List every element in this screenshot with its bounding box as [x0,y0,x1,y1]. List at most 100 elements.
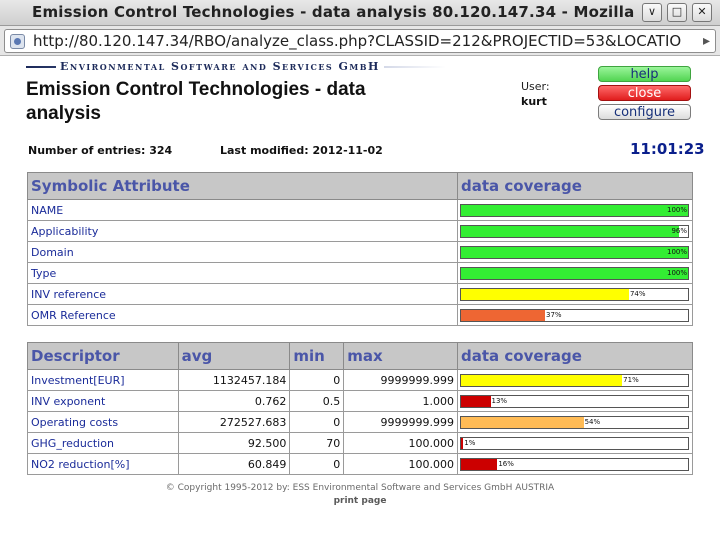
coverage-percent: 16% [498,459,514,468]
max-value: 9999999.999 [343,411,458,433]
avg-value: 92.500 [177,432,291,454]
coverage-cell: 37% [457,304,693,326]
attribute-name[interactable]: INV reference [27,283,458,305]
avg-value: 1132457.184 [177,369,291,391]
configure-button[interactable]: configure [598,104,691,120]
url-text[interactable]: http://80.120.147.34/RBO/analyze_class.p… [33,32,682,50]
coverage-percent: 100% [666,205,687,214]
coverage-percent: 100% [666,247,687,256]
coverage-fill [461,267,688,279]
coverage-fill [461,437,464,449]
company-banner: Environmental Software and Services GmbH [26,60,446,74]
coverage-fill [461,204,688,216]
close-button[interactable]: close [598,85,691,101]
table-row: Investment[EUR] 1132457.184 0 9999999.999 71… [27,369,693,391]
coverage-fill [461,246,688,258]
table-row: Type 100% [27,262,693,284]
min-value: 0 [289,411,345,433]
min-value: 70 [289,432,345,454]
avg-header: avg [177,342,291,370]
coverage-cell: 74% [457,283,693,305]
table-row: NAME 100% [27,199,693,221]
max-value: 100.000 [343,453,458,475]
coverage-bar: 1% [460,436,689,450]
attribute-name[interactable]: Type [27,262,458,284]
coverage-percent: 71% [623,375,639,384]
coverage-percent: 13% [491,396,508,405]
table-row: Applicability 96% [27,220,693,242]
coverage-bar: 96% [460,224,689,238]
clock: 11:01:23 [630,140,705,158]
coverage-cell: 100% [457,262,693,284]
print-page-link[interactable]: print page [333,496,387,506]
coverage-cell: 16% [457,453,693,475]
maximize-button[interactable]: □ [667,3,687,22]
user-name: kurt [521,95,547,108]
max-value: 100.000 [343,432,458,454]
attribute-name[interactable]: NAME [27,199,458,221]
descriptor-name[interactable]: NO2 reduction[%] [27,453,179,475]
coverage-bar: 100% [460,245,689,259]
attribute-header: Symbolic Attribute [27,172,458,200]
coverage-percent: 54% [584,417,601,426]
url-field[interactable]: http://80.120.147.34/RBO/analyze_class.p… [4,29,716,53]
coverage-cell: 54% [457,411,693,433]
coverage-bar: 37% [460,308,689,322]
window-titlebar: Emission Control Technologies - data ana… [0,0,720,26]
coverage-cell: 71% [457,369,693,391]
table-row: OMR Reference 37% [27,304,693,326]
coverage-fill [461,288,629,300]
entries-count: Number of entries: 324 [28,144,173,157]
window-title: Emission Control Technologies - data ana… [32,3,637,21]
coverage-fill [461,395,491,407]
table-row: GHG_reduction 92.500 70 100.000 1% [27,432,693,454]
coverage-cell: 13% [457,390,693,412]
coverage-fill [461,309,545,321]
max-header: max [343,342,458,370]
coverage-cell: 96% [457,220,693,242]
descriptor-name[interactable]: Investment[EUR] [27,369,179,391]
coverage-fill [461,225,679,237]
descriptor-header: Descriptor [27,342,179,370]
site-identity-icon[interactable] [10,34,25,49]
table-row: INV reference 74% [27,283,693,305]
coverage-percent: 1% [464,438,476,447]
coverage-header: data coverage [457,342,693,370]
coverage-percent: 96% [671,226,687,235]
min-value: 0 [289,453,345,475]
coverage-cell: 1% [457,432,693,454]
coverage-bar: 74% [460,287,689,301]
attribute-name[interactable]: Applicability [27,220,458,242]
coverage-fill [461,416,584,428]
window-close-button[interactable]: ✕ [692,3,712,22]
avg-value: 272527.683 [177,411,291,433]
coverage-fill [461,458,498,470]
coverage-cell: 100% [457,241,693,263]
descriptor-name[interactable]: INV exponent [27,390,179,412]
table-row: NO2 reduction[%] 60.849 0 100.000 16% [27,453,693,475]
descriptor-name[interactable]: Operating costs [27,411,179,433]
descriptors-table: Descriptor avg min max data coverage Inv… [27,342,693,475]
coverage-bar: 13% [460,394,689,408]
minimize-button[interactable]: ∨ [642,3,662,22]
table-row: INV exponent 0.762 0.5 1.000 13% [27,390,693,412]
coverage-bar: 16% [460,457,689,471]
company-name: Environmental Software and Services GmbH [56,60,384,73]
address-bar: http://80.120.147.34/RBO/analyze_class.p… [0,26,720,56]
page-title: Emission Control Technologies - data ana… [26,79,366,124]
max-value: 9999999.999 [343,369,458,391]
attribute-name[interactable]: OMR Reference [27,304,458,326]
coverage-header: data coverage [457,172,693,200]
attribute-name[interactable]: Domain [27,241,458,263]
table-row: Operating costs 272527.683 0 9999999.999 54% [27,411,693,433]
min-value: 0 [289,369,345,391]
coverage-bar: 71% [460,373,689,387]
coverage-percent: 74% [629,289,646,298]
coverage-percent: 100% [666,268,687,277]
coverage-bar: 100% [460,266,689,280]
descriptor-name[interactable]: GHG_reduction [27,432,179,454]
coverage-percent: 37% [545,310,562,319]
last-modified: Last modified: 2012-11-02 [220,144,383,157]
help-button[interactable]: help [598,66,691,82]
copyright: © Copyright 1995-2012 by: ESS Environmen… [165,483,555,493]
